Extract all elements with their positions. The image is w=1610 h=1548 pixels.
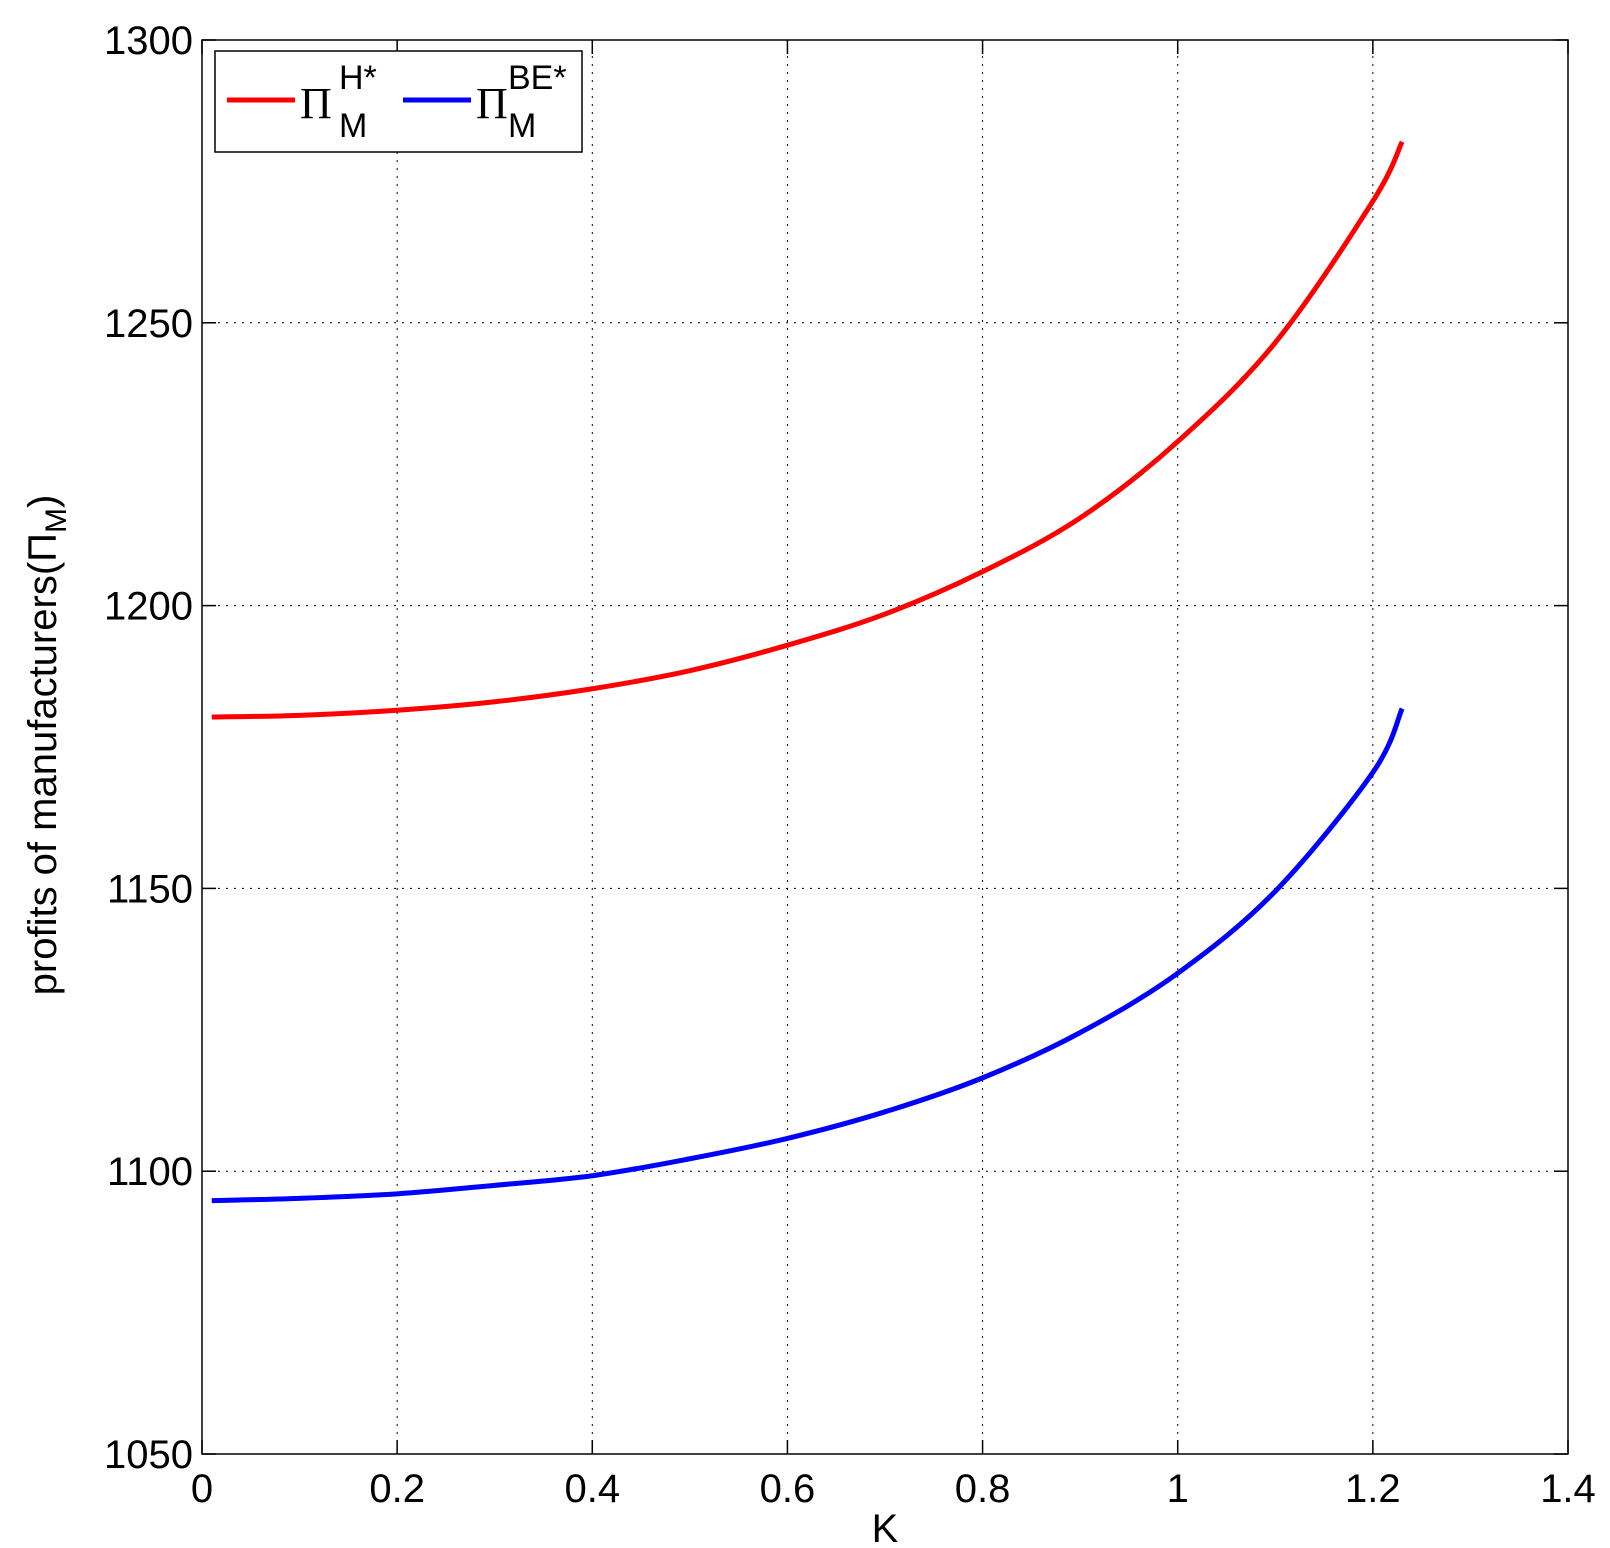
x-tick-label: 1.2 (1345, 1467, 1401, 1511)
legend-label-0-sub: M (339, 107, 367, 145)
x-tick-label: 0 (191, 1467, 213, 1511)
legend-label-0-sup: H* (339, 59, 377, 97)
x-tick-label: 0.8 (955, 1467, 1011, 1511)
legend-label-1-symbol: Π (476, 79, 508, 128)
y-tick-label: 1200 (104, 585, 193, 629)
axis-ticks (201, 39, 1569, 1455)
x-axis-title: K (872, 1507, 899, 1548)
plot-background (202, 40, 1568, 1454)
legend: Π H* M Π BE* M (214, 50, 583, 153)
y-tick-labels: 1050 1100 1150 1200 1250 1300 (104, 19, 193, 1477)
x-tick-label: 0.4 (564, 1467, 620, 1511)
legend-label-1-sub: M (508, 107, 536, 145)
y-tick-label: 1150 (107, 867, 193, 911)
x-tick-label: 0.2 (369, 1467, 425, 1511)
y-tick-label: 1100 (107, 1150, 193, 1194)
y-axis-title-sub: M (40, 508, 73, 533)
y-axis-title-symbol: Π (21, 533, 65, 562)
y-axis-title-text: profits of manufacturers( (21, 561, 65, 995)
y-axis-title-close: ) (21, 495, 65, 508)
series-line-1 (211, 707, 1405, 1204)
plot-frame (201, 39, 1569, 1455)
legend-label-0: Π (300, 79, 332, 128)
legend-label-0-symbol: Π (300, 79, 332, 128)
y-tick-label: 1250 (104, 302, 193, 346)
y-tick-label: 1300 (104, 19, 193, 63)
legend-label-1: Π (476, 79, 508, 128)
y-tick-label: 1050 (104, 1433, 193, 1477)
x-tick-label: 1 (1167, 1467, 1189, 1511)
series-line-0 (211, 140, 1405, 720)
y-axis-title: profits of manufacturers(ΠM) (21, 495, 73, 996)
series-layer (211, 140, 1405, 1204)
x-tick-label: 0.6 (760, 1467, 816, 1511)
legend-label-1-sup: BE* (508, 59, 567, 97)
x-tick-label: 1.4 (1540, 1467, 1596, 1511)
x-tick-labels: 0 0.2 0.4 0.6 0.8 1 1.2 1.4 (191, 1467, 1596, 1511)
